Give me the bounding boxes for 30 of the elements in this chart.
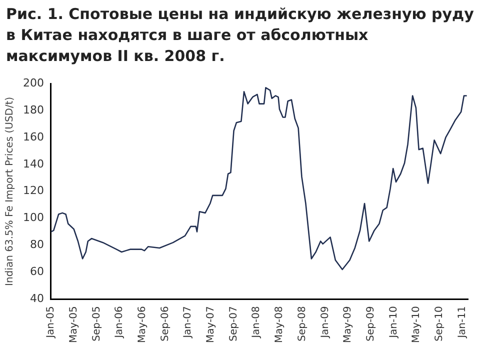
y-tick-label: 40 <box>30 292 44 306</box>
x-tick-label: May-10 <box>411 306 422 344</box>
y-tick-label: 80 <box>30 238 44 252</box>
y-tick-label: 160 <box>22 130 44 144</box>
x-tick-label: Sep-10 <box>434 306 446 342</box>
x-tick-label: May-06 <box>136 306 148 344</box>
y-tick-label: 200 <box>22 76 44 90</box>
chart-title: Рис. 1. Спотовые цены на индийскую железную руду в Китае находятся в шаге от абсолютных максимумов II кв. 2008 г. <box>5 4 475 67</box>
y-axis-title: Indian 63.5% Fe Import Prices (USD/t) <box>4 96 16 286</box>
x-tick-label: Sep-09 <box>365 306 376 342</box>
x-tick-label: Sep-07 <box>228 306 240 342</box>
x-tick-label: Jan-08 <box>251 306 262 339</box>
x-tick-label: Jan-10 <box>388 306 400 339</box>
x-tick-label: May-05 <box>68 306 80 344</box>
x-tick-label: Jan-05 <box>46 306 57 339</box>
x-tick-label: Jan-11 <box>456 306 468 339</box>
x-tick-label: Jan-07 <box>182 306 194 339</box>
y-tick-label: 100 <box>22 211 44 224</box>
y-tick-label: 140 <box>22 157 44 170</box>
y-tick-label: 180 <box>22 103 44 116</box>
x-tick-label: Sep-08 <box>296 306 308 342</box>
x-tick-label: May-09 <box>342 306 354 344</box>
x-tick-label: Sep-05 <box>91 306 102 342</box>
y-tick-label: 120 <box>22 184 44 198</box>
x-tick-label: May-07 <box>206 306 217 344</box>
x-tick-label: May-08 <box>274 306 286 344</box>
x-tick-label: Sep-06 <box>160 306 171 342</box>
y-tick-label: 60 <box>30 265 44 278</box>
x-tick-label: Jan-06 <box>114 306 126 339</box>
x-tick-label: Jan-09 <box>320 306 331 339</box>
